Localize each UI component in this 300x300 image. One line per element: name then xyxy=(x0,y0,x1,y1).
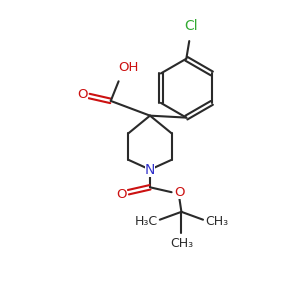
Text: H₃C: H₃C xyxy=(134,215,158,228)
Text: Cl: Cl xyxy=(184,19,198,33)
Text: O: O xyxy=(77,88,88,100)
Text: O: O xyxy=(116,188,127,201)
Text: CH₃: CH₃ xyxy=(205,215,228,228)
Text: CH₃: CH₃ xyxy=(170,237,193,250)
Text: O: O xyxy=(174,186,185,199)
Text: N: N xyxy=(145,163,155,177)
Text: OH: OH xyxy=(118,61,139,74)
